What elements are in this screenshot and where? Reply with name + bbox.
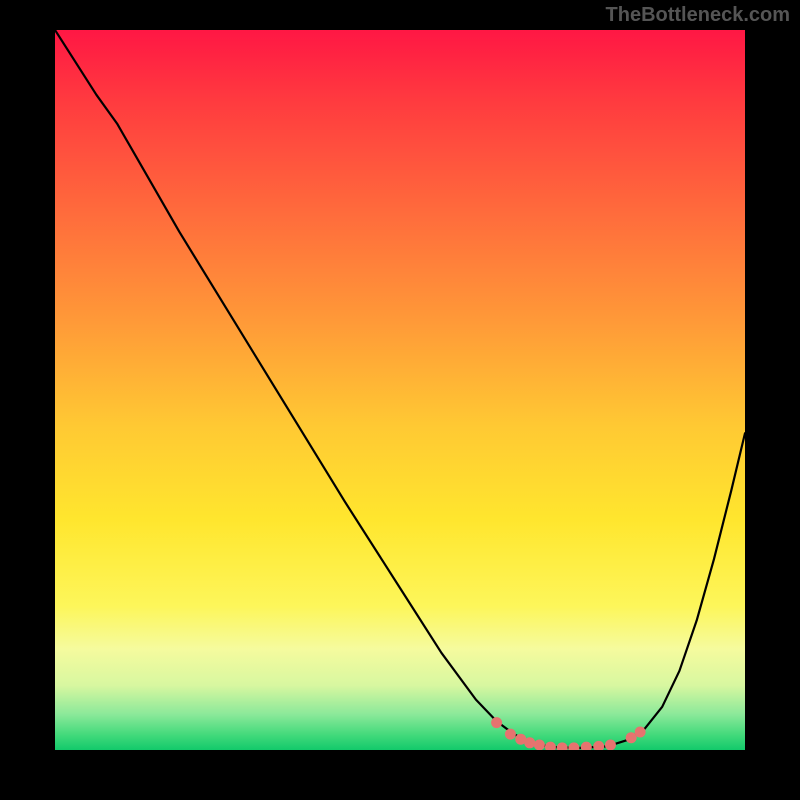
marker-dot (605, 739, 616, 750)
marker-dot (534, 739, 545, 750)
marker-dot (491, 717, 502, 728)
gradient-background (55, 30, 745, 750)
marker-dot (524, 737, 535, 748)
chart-container: TheBottleneck.com (0, 0, 800, 800)
plot-area (55, 30, 745, 750)
chart-svg (55, 30, 745, 750)
watermark-text: TheBottleneck.com (606, 4, 790, 27)
marker-dot (635, 727, 646, 738)
marker-dot (505, 729, 516, 740)
